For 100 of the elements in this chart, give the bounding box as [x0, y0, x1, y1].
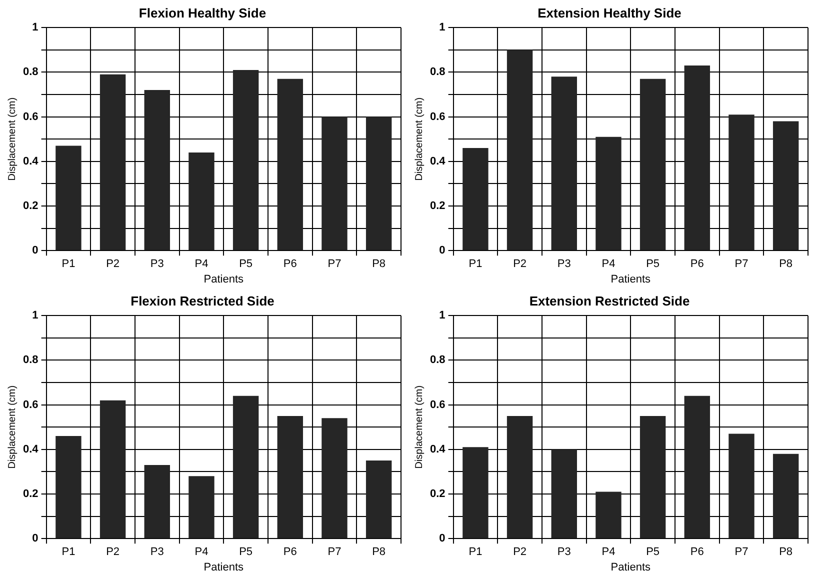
y-tick-label: 0 [32, 532, 38, 545]
chart-title: Extension Healthy Side [538, 5, 682, 20]
bar [277, 78, 304, 250]
x-tick-label: P6 [283, 258, 297, 270]
x-tick-label: P6 [690, 258, 704, 270]
y-tick-label: 0.2 [22, 488, 38, 500]
chart-title: Flexion Restricted Side [130, 293, 274, 308]
x-tick-label: P1 [62, 546, 76, 558]
y-tick-label: 0.4 [22, 155, 40, 168]
y-tick-label: 0.6 [22, 398, 38, 411]
y-tick-label: 0.8 [22, 66, 38, 78]
bar [684, 66, 710, 250]
bar [144, 90, 170, 250]
y-tick-label: 0.6 [430, 398, 446, 411]
y-tick-label: 0.8 [430, 66, 446, 78]
bar [506, 50, 533, 250]
y-axis-title: Displacement (cm) [6, 97, 18, 181]
bar [232, 70, 259, 250]
x-axis-title: Patients [610, 273, 652, 286]
y-tick-label: 1 [439, 22, 446, 34]
bar [366, 460, 392, 538]
y-tick-label: 0 [439, 244, 446, 257]
x-tick-label: P3 [557, 546, 571, 558]
x-tick-label: P2 [106, 258, 120, 270]
bar [188, 476, 214, 538]
y-tick-label: 1 [32, 22, 38, 34]
x-tick-label: P6 [283, 546, 297, 558]
x-tick-label: P5 [239, 258, 253, 270]
bar [462, 148, 488, 250]
x-tick-label: P8 [372, 258, 386, 270]
y-tick-label: 0.6 [430, 110, 446, 123]
x-tick-label: P4 [194, 546, 208, 558]
x-axis-title: Patients [610, 561, 652, 574]
y-tick-label: 0 [439, 532, 446, 545]
y-tick-label: 0.2 [430, 488, 446, 500]
y-tick-label: 0.4 [22, 443, 40, 456]
bar [462, 447, 488, 538]
x-tick-label: P8 [779, 258, 793, 270]
x-tick-label: P4 [602, 258, 616, 270]
bar [366, 116, 392, 250]
bar [100, 74, 126, 250]
y-tick-label: 1 [32, 310, 38, 322]
x-tick-label: P5 [646, 546, 660, 558]
bar [232, 396, 259, 538]
x-tick-label: P8 [779, 546, 793, 558]
bar [596, 492, 622, 538]
y-tick-label: 0.2 [22, 200, 38, 212]
y-axis-title: Displacement (cm) [414, 97, 425, 181]
x-tick-label: P1 [62, 258, 76, 270]
bar [772, 454, 799, 538]
x-tick-label: P7 [734, 546, 748, 558]
bar [100, 400, 126, 538]
x-tick-label: P4 [602, 546, 616, 558]
bar [772, 121, 799, 250]
x-tick-label: P7 [734, 258, 748, 270]
bar [728, 434, 754, 538]
x-axis-title: Patients [204, 273, 244, 286]
x-tick-label: P2 [513, 546, 527, 558]
x-tick-label: P3 [557, 258, 571, 270]
bar [322, 116, 348, 250]
bar [596, 136, 622, 250]
bar [640, 416, 666, 538]
y-tick-label: 0.6 [22, 110, 38, 123]
y-tick-label: 0.4 [430, 155, 446, 168]
bar [56, 146, 82, 250]
y-tick-label: 0.4 [430, 443, 446, 456]
x-tick-label: P3 [150, 546, 164, 558]
y-tick-label: 1 [439, 310, 446, 322]
bar [188, 152, 214, 250]
x-tick-label: P2 [106, 546, 120, 558]
bar [551, 76, 577, 250]
y-tick-label: 0.8 [22, 354, 38, 366]
x-tick-label: P5 [239, 546, 253, 558]
x-tick-label: P2 [513, 258, 527, 270]
x-tick-label: P7 [328, 258, 342, 270]
bar [684, 396, 710, 538]
bar [322, 418, 348, 538]
bar [551, 449, 577, 538]
x-tick-label: P8 [372, 546, 386, 558]
bar [277, 416, 304, 538]
y-tick-label: 0 [32, 244, 38, 257]
chart-title: Flexion Healthy Side [138, 5, 266, 20]
y-tick-label: 0.8 [430, 354, 446, 366]
x-tick-label: P6 [690, 546, 704, 558]
x-tick-label: P3 [150, 258, 164, 270]
y-axis-title: Displacement (cm) [6, 385, 18, 469]
bar [640, 78, 666, 250]
x-axis-title: Patients [204, 561, 244, 574]
x-tick-label: P1 [468, 546, 482, 558]
x-tick-label: P4 [194, 258, 208, 270]
bar [506, 416, 533, 538]
bar [728, 114, 754, 250]
x-tick-label: P7 [328, 546, 342, 558]
x-tick-label: P5 [646, 258, 660, 270]
y-axis-title: Displacement (cm) [414, 385, 425, 469]
y-tick-label: 0.2 [430, 200, 446, 212]
bar [56, 436, 82, 538]
bar [144, 465, 170, 538]
chart-title: Extension Restricted Side [529, 293, 690, 308]
x-tick-label: P1 [468, 258, 482, 270]
